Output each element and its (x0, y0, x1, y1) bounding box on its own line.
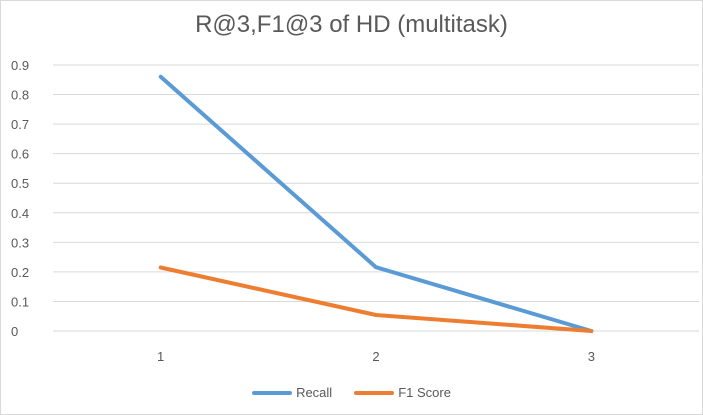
y-tick-label-0-3: 0.3 (11, 235, 29, 250)
legend: Recall F1 Score (1, 385, 702, 400)
x-tick-label-3: 3 (588, 349, 595, 364)
y-tick-label-0-8: 0.8 (11, 88, 29, 103)
legend-swatch-f1-score (354, 390, 395, 395)
legend-item-recall: Recall (252, 385, 332, 400)
series-line-recall (158, 74, 594, 333)
x-tick-label-2: 2 (372, 349, 379, 364)
y-tick-label-0-6: 0.6 (11, 147, 29, 162)
y-tick-label-0-7: 0.7 (11, 117, 29, 132)
x-tick-label-1: 1 (157, 349, 164, 364)
y-tick-label-0: 0 (11, 324, 18, 339)
y-tick-label-0-2: 0.2 (11, 265, 29, 280)
y-tick-label-0-9: 0.9 (11, 58, 29, 73)
series-line-f1-score (158, 265, 594, 333)
y-tick-label-0-4: 0.4 (11, 206, 29, 221)
legend-item-f1-score: F1 Score (354, 385, 451, 400)
legend-swatch-recall (252, 390, 293, 395)
legend-label-f1-score: F1 Score (398, 385, 451, 400)
y-tick-label-0-5: 0.5 (11, 176, 29, 191)
y-tick-label-0-1: 0.1 (11, 294, 29, 309)
legend-label-recall: Recall (296, 385, 333, 400)
chart-title: R@3,F1@3 of HD (multitask) (195, 11, 508, 38)
